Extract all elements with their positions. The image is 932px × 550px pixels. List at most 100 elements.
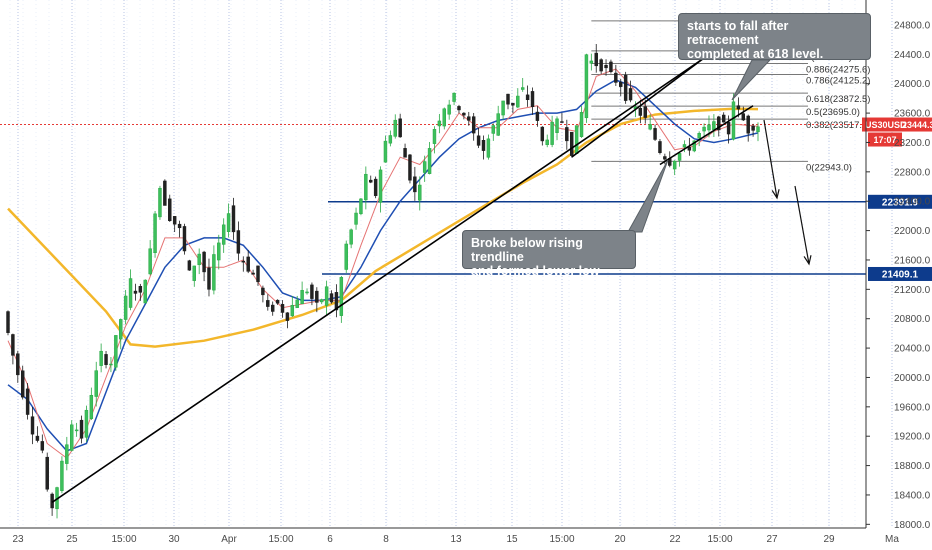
price-tick-label: 18400.0 (894, 490, 931, 501)
candle-body (565, 127, 569, 142)
candle-body (202, 251, 206, 273)
candle-body (623, 74, 628, 101)
candle-body (192, 265, 196, 281)
price-tick-label: 22000.0 (894, 226, 931, 237)
candle-body (354, 212, 358, 225)
trendlines[interactable] (51, 57, 754, 503)
trendline[interactable] (51, 57, 705, 503)
price-tick-label: 19600.0 (894, 402, 931, 413)
price-tick-label: 23600.0 (894, 109, 931, 120)
candle-body (677, 153, 682, 161)
candle-body (535, 111, 540, 121)
candle-body (422, 161, 427, 173)
candle-body (246, 256, 250, 272)
annotation-retracement[interactable]: starts to fall after retracement complet… (678, 13, 871, 61)
price-tick-label: 18800.0 (894, 461, 931, 472)
time-tick-label: 23 (12, 534, 24, 545)
moving-average-line (7, 79, 759, 452)
candle-body (614, 72, 618, 83)
candle-body (471, 116, 476, 134)
annotation-break-line1: Broke below rising trendline (471, 236, 583, 264)
annotation-retracement-line1: starts to fall after retracement (687, 19, 789, 47)
candle-body (104, 354, 108, 365)
timer-tag (868, 132, 902, 147)
time-tick-label: 15:00 (111, 534, 136, 545)
candle-body (589, 60, 594, 64)
candle-body (555, 118, 559, 133)
candle-body (452, 92, 456, 102)
candle-body (109, 363, 113, 366)
candle-body (359, 198, 363, 215)
candle-body (373, 178, 378, 196)
time-tick-label: Apr (221, 534, 237, 545)
price-tick-label: 20400.0 (894, 344, 931, 355)
candle-body (628, 88, 633, 101)
time-tick-label: 22 (669, 534, 681, 545)
candle-body (756, 126, 760, 133)
candle-body (114, 335, 118, 368)
candle-body (692, 140, 696, 152)
price-tick-label: 24400.0 (894, 50, 931, 61)
candle-body (35, 435, 40, 441)
candle-body (84, 409, 89, 438)
candle-body (383, 140, 388, 163)
candle-body (594, 52, 598, 67)
time-tick-label: 15:00 (268, 534, 293, 545)
candle-body (398, 118, 402, 138)
candle-body (413, 176, 417, 193)
fib-level-label: 0.886(24275.6) (806, 64, 870, 75)
price-tick-label: 21200.0 (894, 285, 931, 296)
candle-body (550, 121, 554, 145)
candle-body (403, 148, 407, 158)
time-tick-label: 30 (168, 534, 180, 545)
candle-body (79, 419, 84, 439)
price-tick-label: 23200.0 (894, 138, 931, 149)
trendline[interactable] (571, 57, 705, 158)
time-tick-label: 6 (327, 534, 333, 545)
candle-body (599, 59, 603, 72)
trendline[interactable] (659, 105, 754, 166)
moving-averages (7, 68, 759, 459)
time-tick-label: 13 (450, 534, 462, 545)
candle-body (609, 61, 613, 72)
time-tick-label: 25 (66, 534, 78, 545)
candle-body (570, 131, 574, 156)
candle-body (153, 213, 157, 253)
candle-body (65, 444, 69, 464)
annotation-retracement-line2: completed at 618 level. (687, 47, 824, 61)
candle-body (256, 265, 260, 283)
symbol-label: US30USD (865, 120, 907, 130)
candle-body (320, 299, 324, 303)
candle-body (221, 224, 226, 245)
candle-body (324, 286, 329, 306)
candle-body (349, 229, 353, 245)
candle-body (133, 290, 138, 294)
candle-body (305, 291, 309, 294)
annotation-pointer-top (731, 59, 772, 101)
candle-body (270, 304, 275, 312)
candle-body (717, 116, 721, 131)
candle-body (217, 242, 221, 261)
candle-body (467, 116, 471, 121)
candle-body (187, 260, 192, 271)
symbol-tag (862, 117, 932, 132)
fib-level-label: 0.786(24125.2) (806, 76, 870, 87)
annotation-trendline-break[interactable]: Broke below rising trendline and formed … (462, 230, 636, 278)
candle-body (119, 319, 123, 340)
candle-body (6, 311, 10, 333)
support-price-tag (868, 266, 932, 281)
candle-body (99, 350, 103, 366)
candle-body (418, 184, 422, 201)
candle-body (30, 416, 35, 435)
time-tick-label: 15:00 (707, 534, 732, 545)
candle-body (462, 112, 466, 116)
candle-body (442, 108, 446, 127)
time-tick-label: 20 (614, 534, 626, 545)
candle-body (94, 370, 98, 397)
candle-body (731, 101, 736, 140)
time-tick-label: 15 (506, 534, 518, 545)
candle-body (261, 287, 265, 296)
